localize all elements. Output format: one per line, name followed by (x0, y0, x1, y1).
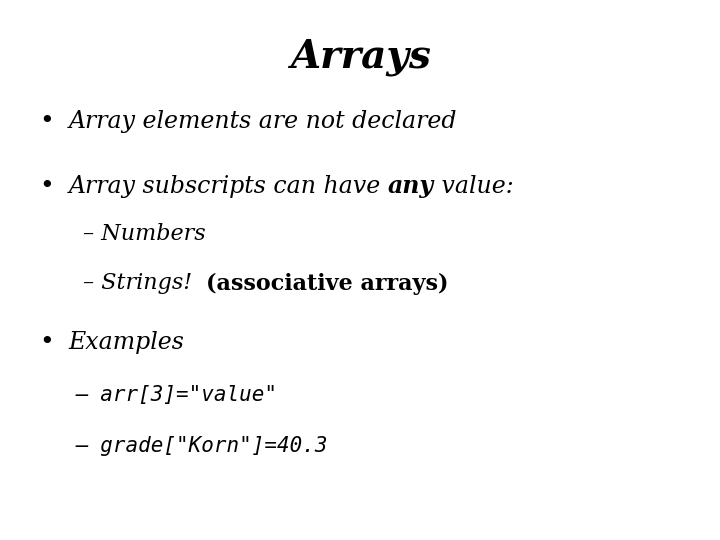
Text: value:: value: (434, 175, 514, 198)
Text: – grade["Korn"]=40.3: – grade["Korn"]=40.3 (76, 435, 328, 456)
Text: Array elements are not declared: Array elements are not declared (68, 110, 457, 133)
Text: Array subscripts can have: Array subscripts can have (68, 175, 388, 198)
Text: Examples: Examples (68, 332, 184, 354)
Text: – Strings!: – Strings! (83, 273, 207, 294)
Text: – arr[3]="value": – arr[3]="value" (76, 385, 278, 406)
Text: •: • (40, 175, 54, 198)
Text: •: • (40, 332, 54, 354)
Text: any: any (388, 174, 434, 198)
Text: Arrays: Arrays (289, 38, 431, 76)
Text: •: • (40, 110, 54, 133)
Text: – Numbers: – Numbers (83, 223, 205, 245)
Text: (associative arrays): (associative arrays) (207, 273, 449, 294)
